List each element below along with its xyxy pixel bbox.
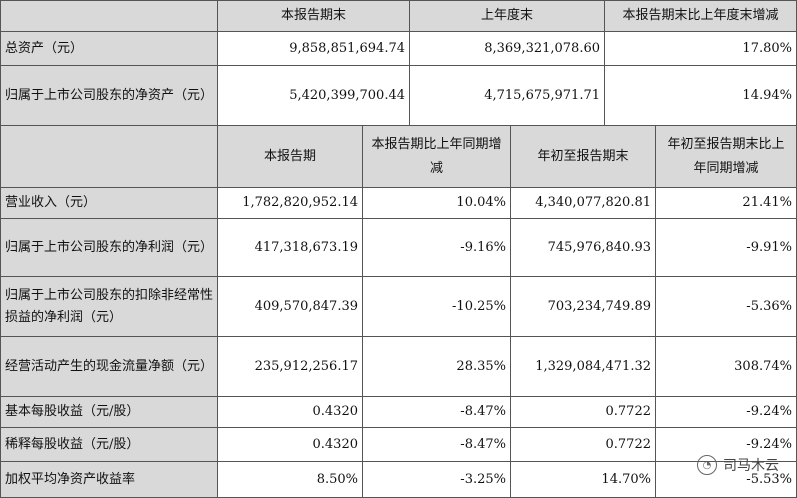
- header-change: 本报告期末比上年度末增减: [605, 0, 797, 32]
- table-row: 归属于上市公司股东的扣除非经常性损益的净利润（元） 409,570,847.39…: [0, 277, 797, 337]
- cell-change: 17.80%: [605, 32, 797, 66]
- cell-ytd-change: 21.41%: [656, 188, 797, 219]
- cell-ytd: 4,340,077,820.81: [511, 188, 656, 219]
- row-label: 加权平均净资产收益率: [0, 462, 218, 498]
- row-label: 营业收入（元）: [0, 188, 218, 219]
- header-ytd: 年初至报告期末: [511, 126, 656, 188]
- cell-period: 1,782,820,952.14: [218, 188, 363, 219]
- cell-period-change: -9.16%: [363, 219, 511, 277]
- header-prior-year-end: 上年度末: [410, 0, 605, 32]
- watermark-text: 司马木云: [723, 458, 779, 474]
- header-blank: [0, 0, 218, 32]
- cell-ytd: 0.7722: [511, 397, 656, 428]
- cell-current: 5,420,399,700.44: [218, 66, 410, 126]
- header-blank: [0, 126, 218, 188]
- table-row: 归属于上市公司股东的净利润（元） 417,318,673.19 -9.16% 7…: [0, 219, 797, 277]
- cell-period: 235,912,256.17: [218, 337, 363, 397]
- table-row: 基本每股收益（元/股） 0.4320 -8.47% 0.7722 -9.24%: [0, 397, 797, 428]
- header-period-end: 本报告期末: [218, 0, 410, 32]
- cell-ytd: 1,329,084,471.32: [511, 337, 656, 397]
- row-label: 归属于上市公司股东的净资产（元）: [0, 66, 218, 126]
- cell-prior: 8,369,321,078.60: [410, 32, 605, 66]
- table-row: 归属于上市公司股东的净资产（元） 5,420,399,700.44 4,715,…: [0, 66, 797, 126]
- cell-period: 8.50%: [218, 462, 363, 498]
- cell-period-change: 10.04%: [363, 188, 511, 219]
- cell-ytd-change: 308.74%: [656, 337, 797, 397]
- cell-prior: 4,715,675,971.71: [410, 66, 605, 126]
- table-row: 稀释每股收益（元/股） 0.4320 -8.47% 0.7722 -9.24%: [0, 428, 797, 462]
- watermark: ◔ 司马木云: [697, 455, 779, 475]
- header-period: 本报告期: [218, 126, 363, 188]
- cell-period-change: -8.47%: [363, 397, 511, 428]
- cell-ytd: 745,976,840.93: [511, 219, 656, 277]
- section1-header-row: 本报告期末 上年度末 本报告期末比上年度末增减: [0, 0, 797, 32]
- cell-ytd-change: -9.24%: [656, 397, 797, 428]
- cell-period-change: 28.35%: [363, 337, 511, 397]
- cell-ytd: 703,234,749.89: [511, 277, 656, 337]
- cell-period: 409,570,847.39: [218, 277, 363, 337]
- row-label: 经营活动产生的现金流量净额（元）: [0, 337, 218, 397]
- section2-header-row: 本报告期 本报告期比上年同期增减 年初至报告期末 年初至报告期末比上年同期增减: [0, 126, 797, 188]
- wechat-icon: ◔: [697, 455, 717, 475]
- cell-period-change: -8.47%: [363, 428, 511, 462]
- row-label: 归属于上市公司股东的扣除非经常性损益的净利润（元）: [0, 277, 218, 337]
- table-row: 经营活动产生的现金流量净额（元） 235,912,256.17 28.35% 1…: [0, 337, 797, 397]
- cell-period-change: -10.25%: [363, 277, 511, 337]
- table-row: 加权平均净资产收益率 8.50% -3.25% 14.70% -5.53%: [0, 462, 797, 498]
- header-period-change: 本报告期比上年同期增减: [363, 126, 511, 188]
- cell-ytd: 0.7722: [511, 428, 656, 462]
- cell-period: 0.4320: [218, 397, 363, 428]
- row-label: 归属于上市公司股东的净利润（元）: [0, 219, 218, 277]
- table-row: 总资产（元） 9,858,851,694.74 8,369,321,078.60…: [0, 32, 797, 66]
- header-ytd-change: 年初至报告期末比上年同期增减: [656, 126, 797, 188]
- cell-period: 417,318,673.19: [218, 219, 363, 277]
- cell-period-change: -3.25%: [363, 462, 511, 498]
- table-row: 营业收入（元） 1,782,820,952.14 10.04% 4,340,07…: [0, 188, 797, 219]
- row-label: 总资产（元）: [0, 32, 218, 66]
- row-label: 稀释每股收益（元/股）: [0, 428, 218, 462]
- cell-current: 9,858,851,694.74: [218, 32, 410, 66]
- cell-ytd-change: -9.91%: [656, 219, 797, 277]
- cell-change: 14.94%: [605, 66, 797, 126]
- cell-ytd-change: -5.36%: [656, 277, 797, 337]
- cell-period: 0.4320: [218, 428, 363, 462]
- row-label: 基本每股收益（元/股）: [0, 397, 218, 428]
- cell-ytd: 14.70%: [511, 462, 656, 498]
